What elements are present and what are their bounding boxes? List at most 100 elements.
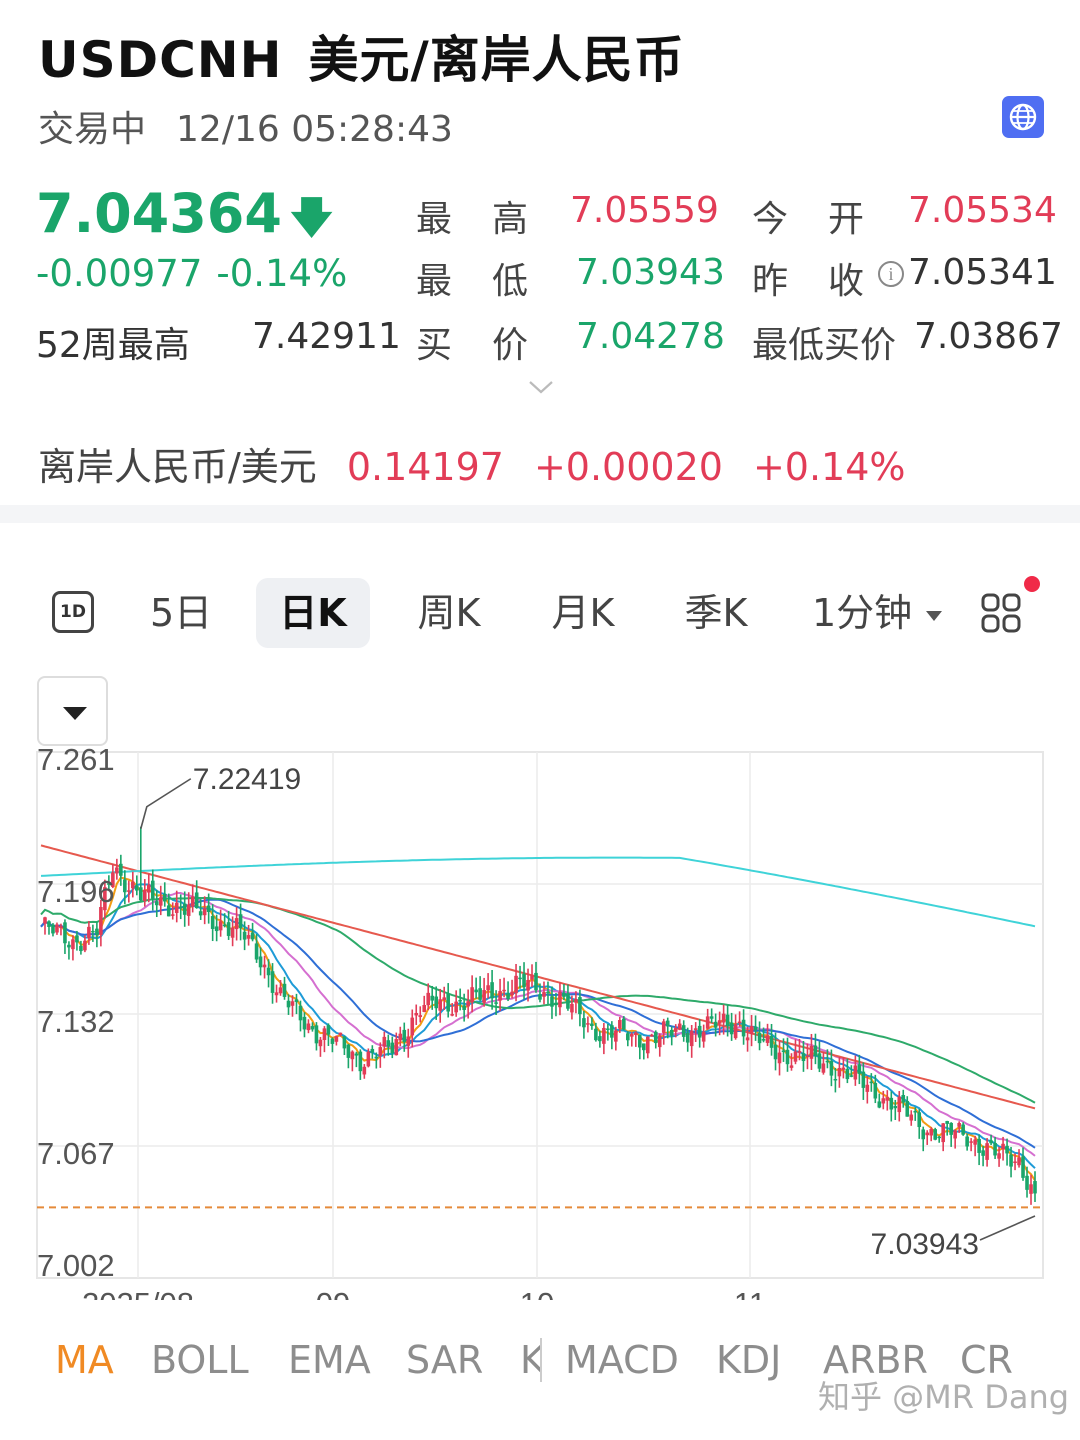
indicator-tab-kdj[interactable]: KDJ: [716, 1338, 782, 1382]
indicator-tab-sar[interactable]: SAR: [406, 1338, 484, 1382]
page-title: USDCNH 美元/离岸人民币: [38, 20, 685, 92]
candle-body: [626, 1033, 630, 1041]
tab-quarter-k[interactable]: 季K: [684, 591, 748, 635]
candle-body: [873, 1082, 878, 1099]
indicator-tab-macd[interactable]: MACD: [565, 1338, 679, 1382]
candle-body: [530, 975, 534, 980]
candle-body: [518, 977, 522, 980]
candle-body: [214, 926, 219, 932]
candle-body: [306, 1023, 311, 1031]
candle-body: [426, 992, 431, 1006]
indicator-tab-k[interactable]: K: [520, 1338, 542, 1382]
candle-body: [446, 993, 450, 1012]
candle-body: [913, 1111, 918, 1113]
candle-body: [99, 907, 103, 935]
candle-body: [821, 1063, 826, 1073]
indicator-tab-boll[interactable]: BOLL: [151, 1338, 249, 1382]
candle-body: [326, 1025, 331, 1035]
candle-body: [614, 1030, 618, 1042]
reverse-pair-row[interactable]: 离岸人民币/美元 0.14197 +0.00020 +0.14%: [38, 436, 906, 491]
candle-body: [973, 1139, 977, 1145]
info-icon[interactable]: i: [878, 261, 904, 287]
candle-body: [985, 1143, 989, 1160]
candle-body: [278, 987, 283, 994]
chart-labels: 7.261 7.196 7.132 7.067 7.002 2025/08 09 10 11 7.…: [37, 742, 1043, 1300]
tab-1d[interactable]: 1D: [52, 591, 94, 633]
candle-body: [250, 932, 255, 940]
candle-body: [753, 1026, 758, 1031]
candle-body: [697, 1025, 702, 1038]
w52-high-value: 7.42911: [252, 316, 401, 357]
candle-body: [290, 1001, 295, 1006]
chevron-down-icon[interactable]: [527, 378, 555, 396]
candle-body: [1021, 1156, 1025, 1178]
candle-body: [522, 973, 526, 988]
candle-body: [705, 1016, 710, 1029]
quote-time: 12/16 05:28:43: [176, 109, 453, 150]
candle-body: [218, 921, 223, 931]
candle-body: [634, 1032, 638, 1035]
candle-body: [562, 993, 566, 997]
ma5-line: [40, 876, 1036, 1182]
candle-body: [298, 1005, 303, 1021]
tab-week-k[interactable]: 周K: [417, 591, 481, 635]
candle-body: [67, 944, 71, 948]
candle-body: [921, 1129, 926, 1140]
candle-body: [1013, 1161, 1017, 1164]
candle-body: [354, 1053, 359, 1056]
candle-body: [454, 1001, 458, 1013]
candle-body: [338, 1032, 343, 1036]
candle-body: [574, 999, 578, 1003]
candle-body: [801, 1053, 806, 1062]
tab-day-k[interactable]: 日K: [256, 578, 370, 648]
candle-body: [1029, 1184, 1033, 1194]
indicator-tabs: MA BOLL EMA SAR K MACD KDJ ARBR CR: [0, 1338, 1080, 1398]
candle-body: [665, 1020, 670, 1027]
candle-body: [246, 935, 251, 939]
chart-settings-dropdown[interactable]: [37, 676, 108, 746]
moving-average-lines: [40, 844, 1036, 1182]
bid-value: 7.04278: [576, 316, 725, 357]
indicator-tab-ma[interactable]: MA: [55, 1338, 114, 1382]
grid-menu-icon[interactable]: [980, 592, 1022, 634]
candle-body: [693, 1028, 698, 1030]
candle-body: [350, 1051, 355, 1060]
section-divider: [0, 505, 1080, 523]
candle-body: [937, 1136, 941, 1139]
candle-body: [462, 1005, 466, 1010]
candle-body: [138, 887, 143, 901]
candle-body: [550, 996, 554, 1007]
tab-minute[interactable]: 1分钟: [812, 578, 943, 648]
candle-body: [837, 1067, 842, 1077]
candle-body: [645, 1036, 650, 1054]
globe-icon[interactable]: [1002, 96, 1044, 138]
trading-status-row: 交易中 12/16 05:28:43: [38, 100, 453, 152]
indicator-tab-cr[interactable]: CR: [960, 1338, 1013, 1382]
candle-body: [482, 990, 486, 1003]
candle-body: [885, 1097, 890, 1101]
candle-body: [793, 1051, 798, 1062]
candle-body: [741, 1019, 746, 1037]
candle-body: [745, 1037, 750, 1041]
candle-body: [210, 916, 215, 929]
candle-body: [123, 879, 127, 893]
watermark: 知乎 @MR Dang: [818, 1378, 1070, 1416]
x-tick-label: 09: [316, 1286, 350, 1300]
candle-body: [418, 1015, 423, 1018]
candle-body: [933, 1129, 938, 1140]
candle-body: [103, 887, 107, 911]
tab-month-k[interactable]: 月K: [551, 591, 615, 635]
candle-body: [538, 994, 542, 1000]
candle-body: [346, 1044, 351, 1058]
indicator-tab-ema[interactable]: EMA: [288, 1338, 371, 1382]
candle-body: [55, 924, 59, 933]
tab-5d[interactable]: 5日: [150, 591, 213, 635]
chart-grid: [36, 751, 1044, 1279]
candle-body: [490, 982, 494, 999]
candlestick-chart[interactable]: 7.261 7.196 7.132 7.067 7.002 2025/08 09 10 11 7.…: [0, 740, 1080, 1300]
candle-body: [226, 922, 231, 936]
candle-body: [262, 964, 267, 968]
symbol-code: USDCNH: [38, 31, 283, 89]
indicator-tab-arbr[interactable]: ARBR: [823, 1338, 928, 1382]
candle-body: [502, 989, 506, 992]
